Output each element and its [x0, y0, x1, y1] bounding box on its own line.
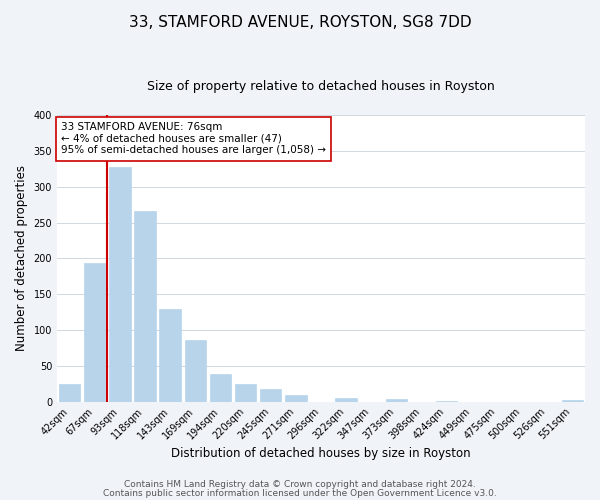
Bar	[562, 400, 583, 402]
Bar	[335, 398, 357, 402]
Bar	[134, 211, 156, 402]
Bar	[260, 390, 281, 402]
Bar	[436, 401, 457, 402]
Text: Contains public sector information licensed under the Open Government Licence v3: Contains public sector information licen…	[103, 488, 497, 498]
Bar	[185, 340, 206, 402]
Bar	[109, 166, 131, 402]
Text: 33 STAMFORD AVENUE: 76sqm
← 4% of detached houses are smaller (47)
95% of semi-d: 33 STAMFORD AVENUE: 76sqm ← 4% of detach…	[61, 122, 326, 156]
Bar	[386, 399, 407, 402]
X-axis label: Distribution of detached houses by size in Royston: Distribution of detached houses by size …	[171, 447, 471, 460]
Bar	[285, 395, 307, 402]
Bar	[59, 384, 80, 402]
Y-axis label: Number of detached properties: Number of detached properties	[15, 166, 28, 352]
Text: 33, STAMFORD AVENUE, ROYSTON, SG8 7DD: 33, STAMFORD AVENUE, ROYSTON, SG8 7DD	[128, 15, 472, 30]
Text: Contains HM Land Registry data © Crown copyright and database right 2024.: Contains HM Land Registry data © Crown c…	[124, 480, 476, 489]
Bar	[235, 384, 256, 402]
Bar	[84, 264, 106, 402]
Bar	[160, 308, 181, 402]
Bar	[210, 374, 231, 402]
Title: Size of property relative to detached houses in Royston: Size of property relative to detached ho…	[147, 80, 495, 93]
